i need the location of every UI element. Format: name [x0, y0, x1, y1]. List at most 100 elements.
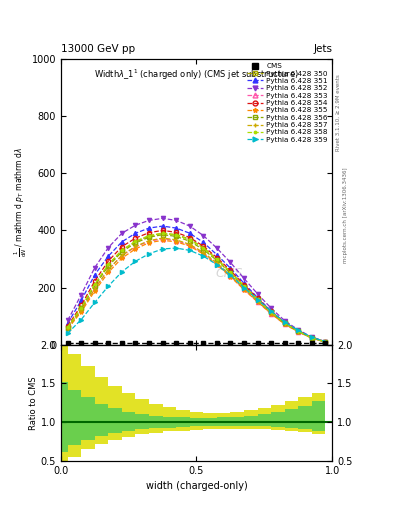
Pythia 6.428 356	[119, 249, 124, 255]
Pythia 6.428 353	[174, 238, 178, 244]
Pythia 6.428 354	[201, 243, 206, 249]
Y-axis label: mathrm d$^2$N
mathrm d $p_T$ mathrm d$\lambda$

$\frac{1}{\mathrm{d}N}$ / mathrm: mathrm d$^2$N mathrm d $p_T$ mathrm d$\l…	[0, 147, 29, 257]
Pythia 6.428 351	[201, 239, 206, 245]
Pythia 6.428 355	[201, 251, 206, 257]
Pythia 6.428 355	[79, 309, 84, 315]
Pythia 6.428 355	[282, 321, 287, 327]
Text: Width$\lambda$_1$^1$ (charged only) (CMS jet substructure): Width$\lambda$_1$^1$ (charged only) (CMS…	[94, 68, 299, 82]
Pythia 6.428 353	[160, 236, 165, 242]
Pythia 6.428 351	[215, 251, 219, 258]
Line: Pythia 6.428 352: Pythia 6.428 352	[66, 216, 327, 344]
Pythia 6.428 359	[269, 308, 274, 314]
Pythia 6.428 353	[309, 335, 314, 341]
CMS	[133, 340, 138, 346]
Pythia 6.428 357	[133, 243, 138, 249]
Pythia 6.428 357	[309, 335, 314, 341]
Pythia 6.428 352	[323, 338, 328, 345]
Pythia 6.428 354	[106, 258, 111, 264]
Pythia 6.428 355	[242, 286, 246, 292]
Pythia 6.428 358	[79, 305, 84, 311]
Pythia 6.428 351	[133, 230, 138, 237]
Pythia 6.428 356	[79, 305, 84, 311]
Pythia 6.428 352	[269, 305, 274, 311]
Pythia 6.428 356	[65, 325, 70, 331]
CMS	[296, 340, 301, 346]
Pythia 6.428 354	[160, 227, 165, 233]
Pythia 6.428 356	[309, 335, 314, 341]
Pythia 6.428 353	[147, 238, 151, 244]
Line: Pythia 6.428 353: Pythia 6.428 353	[66, 237, 327, 344]
Pythia 6.428 355	[309, 335, 314, 341]
Pythia 6.428 354	[228, 267, 233, 273]
Pythia 6.428 351	[255, 294, 260, 301]
Pythia 6.428 351	[228, 265, 233, 271]
Pythia 6.428 359	[65, 330, 70, 336]
Pythia 6.428 357	[92, 286, 97, 292]
Pythia 6.428 355	[174, 239, 178, 245]
Pythia 6.428 357	[187, 241, 192, 247]
Pythia 6.428 353	[228, 273, 233, 279]
Pythia 6.428 357	[106, 266, 111, 272]
Pythia 6.428 355	[187, 243, 192, 249]
Line: Pythia 6.428 359: Pythia 6.428 359	[66, 246, 327, 344]
Pythia 6.428 359	[147, 251, 151, 257]
Pythia 6.428 358	[282, 320, 287, 326]
CMS	[242, 340, 246, 346]
Pythia 6.428 359	[215, 262, 219, 268]
Pythia 6.428 358	[106, 261, 111, 267]
Pythia 6.428 356	[323, 339, 328, 345]
Pythia 6.428 353	[119, 252, 124, 259]
CMS	[174, 340, 178, 346]
Pythia 6.428 357	[79, 307, 84, 313]
Pythia 6.428 353	[255, 298, 260, 305]
Pythia 6.428 355	[255, 298, 260, 305]
Line: Pythia 6.428 358: Pythia 6.428 358	[66, 231, 327, 344]
Pythia 6.428 353	[242, 286, 246, 292]
Pythia 6.428 358	[119, 247, 124, 253]
CMS	[269, 340, 274, 346]
Pythia 6.428 350	[269, 309, 274, 315]
Pythia 6.428 356	[282, 320, 287, 326]
Pythia 6.428 350	[147, 233, 151, 239]
Pythia 6.428 350	[187, 236, 192, 242]
Pythia 6.428 350	[92, 282, 97, 288]
Pythia 6.428 353	[269, 311, 274, 317]
Pythia 6.428 356	[106, 263, 111, 269]
Pythia 6.428 351	[174, 225, 178, 231]
Pythia 6.428 352	[242, 275, 246, 282]
Pythia 6.428 357	[174, 237, 178, 243]
Pythia 6.428 358	[269, 309, 274, 315]
Pythia 6.428 351	[187, 230, 192, 237]
Pythia 6.428 356	[228, 270, 233, 276]
Pythia 6.428 358	[323, 339, 328, 345]
Pythia 6.428 353	[106, 266, 111, 272]
Pythia 6.428 358	[215, 256, 219, 262]
Pythia 6.428 350	[215, 256, 219, 262]
Pythia 6.428 354	[187, 234, 192, 241]
Pythia 6.428 351	[242, 280, 246, 286]
Pythia 6.428 352	[119, 230, 124, 237]
Line: Pythia 6.428 351: Pythia 6.428 351	[66, 224, 327, 344]
Pythia 6.428 359	[92, 300, 97, 306]
Pythia 6.428 352	[160, 215, 165, 221]
Pythia 6.428 354	[133, 235, 138, 241]
Pythia 6.428 350	[228, 269, 233, 275]
Pythia 6.428 353	[296, 329, 301, 335]
Pythia 6.428 351	[79, 297, 84, 304]
Pythia 6.428 356	[255, 297, 260, 303]
Pythia 6.428 357	[119, 252, 124, 258]
Pythia 6.428 355	[92, 288, 97, 294]
Pythia 6.428 350	[174, 231, 178, 238]
Pythia 6.428 351	[323, 339, 328, 345]
Pythia 6.428 353	[187, 242, 192, 248]
Pythia 6.428 359	[119, 269, 124, 275]
Pythia 6.428 357	[255, 298, 260, 304]
Pythia 6.428 352	[147, 217, 151, 223]
Pythia 6.428 358	[92, 281, 97, 287]
Pythia 6.428 358	[147, 232, 151, 239]
Pythia 6.428 354	[323, 339, 328, 345]
Pythia 6.428 358	[174, 232, 178, 238]
Pythia 6.428 350	[242, 283, 246, 289]
Pythia 6.428 351	[309, 334, 314, 340]
Pythia 6.428 351	[296, 328, 301, 334]
